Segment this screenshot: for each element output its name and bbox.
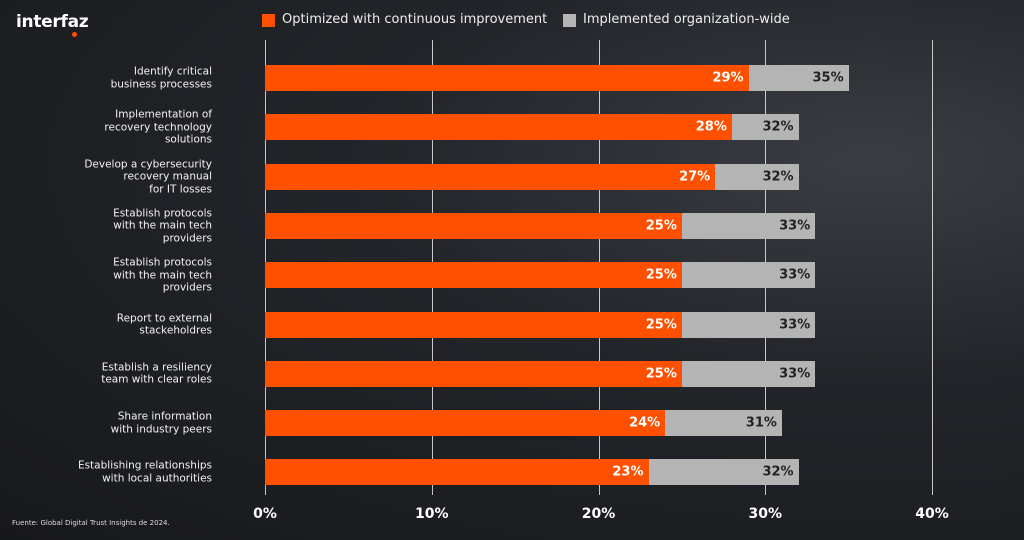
bar [265,262,682,289]
value-label: 25% [645,218,677,234]
bar [265,459,649,486]
category-label: Develop a cybersecurity recovery manual … [84,157,212,195]
value-label: 32% [762,119,794,135]
logo: interfaz [16,12,89,32]
value-label: 35% [812,70,844,86]
category-label: Establish a resiliency team with clear r… [101,361,212,386]
bar [265,65,749,91]
legend-label: Optimized with continuous improvement [282,12,548,27]
category-label: Share information with industry peers [110,410,212,436]
category-label: Implementation of recovery technology so… [104,108,212,146]
category-label: Establish protocols with the main tech p… [113,207,212,245]
value-label: 33% [779,366,811,382]
x-tick-label: 20% [581,506,616,522]
value-label: 27% [679,169,711,185]
value-label: 25% [645,317,677,332]
category-label: Establishing relationships with local au… [77,459,212,485]
category-label: Identify critical business processes [110,65,212,91]
x-tick-label: 0% [253,506,277,522]
value-label: 29% [712,70,744,86]
legend-swatch [563,14,576,27]
grid-line [932,40,933,495]
category-label: Establish protocols with the main tech p… [113,256,212,294]
x-tick-label: 10% [414,506,449,522]
logo-dot [72,32,77,37]
bar [265,114,732,141]
legend-label: Implemented organization-wide [583,12,790,27]
value-label: 25% [645,366,677,382]
legend-swatch [262,14,275,27]
value-label: 33% [779,267,811,283]
value-label: 33% [779,317,811,332]
value-label: 24% [629,415,661,431]
value-label: 28% [695,119,727,135]
value-label: 32% [762,169,794,185]
source-note: Fuente: Global Digital Trust Insights de… [12,519,170,527]
value-label: 31% [745,415,777,431]
bar [265,311,682,338]
x-tick-label: 30% [748,506,783,522]
category-label: Report to external stackeholdres [116,312,212,337]
value-label: 33% [779,218,811,234]
value-label: 23% [612,464,644,480]
bar [265,212,682,239]
value-label: 25% [645,267,677,283]
bar [265,163,716,190]
x-tick-label: 40% [915,506,949,522]
bar [265,360,682,387]
bar [265,410,666,437]
value-label: 32% [762,464,794,480]
